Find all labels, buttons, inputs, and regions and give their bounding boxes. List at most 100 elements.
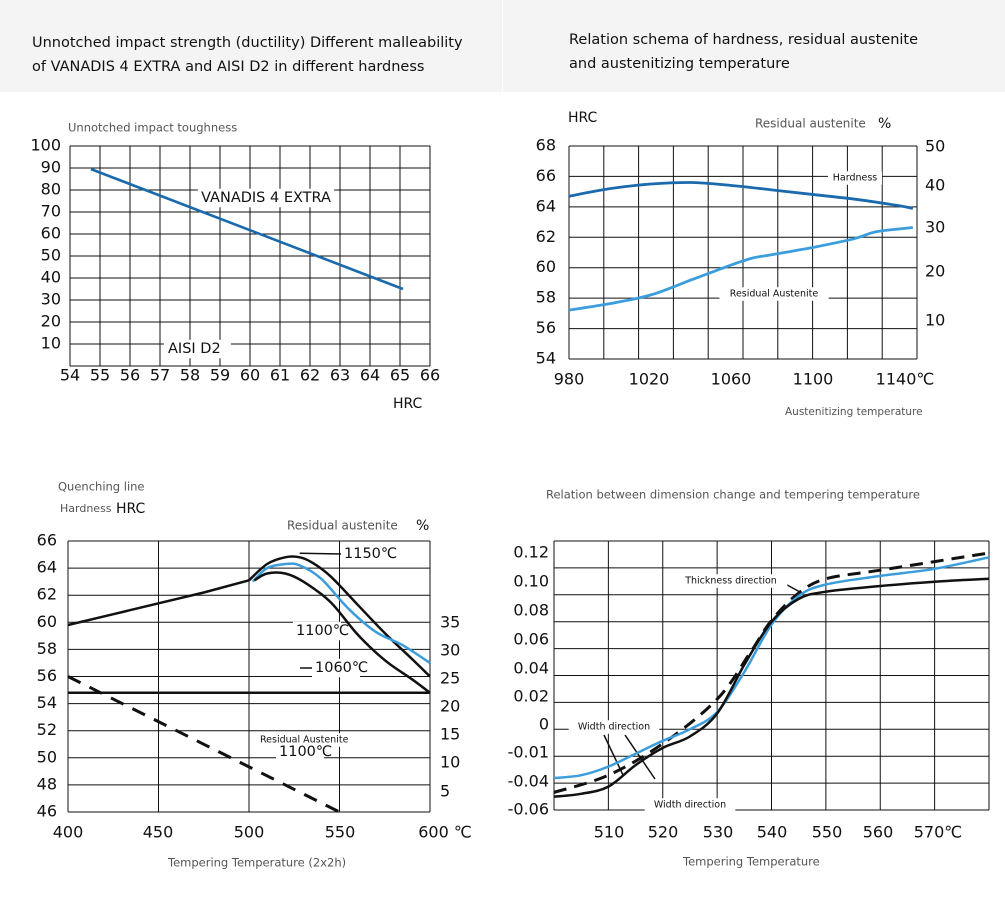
chart1-y-tick-label: 10 (41, 334, 61, 353)
chart3-annotation-residual-austenite: Residual Austenite (260, 735, 349, 746)
chart3-right-tick-label: 15 (440, 725, 460, 744)
chart1-x-tick-label: 63 (330, 366, 350, 385)
chart3-y-tick-label: 52 (37, 720, 57, 739)
chart1-x-tick-label: 62 (300, 366, 320, 385)
chart3-y-tick-label: 66 (37, 531, 57, 550)
chart1-annotation-aisi-d2-bg (164, 339, 231, 359)
header-right-line-2: and austenitizing temperature (569, 56, 790, 72)
chart1-x-tick-label: 55 (90, 366, 110, 385)
chart4-annotation-width-2: Width direction (654, 800, 726, 811)
header-left-line-2: of VANADIS 4 EXTRA and AISI D2 in differ… (32, 59, 425, 75)
chart3-annotation-1060: 1060℃ (315, 660, 368, 676)
chart3-right-tick-label: 25 (440, 669, 460, 688)
chart3-right-tick-label: 5 (440, 782, 450, 801)
chart2-right-tick-label: 50 (925, 137, 945, 156)
chart4-title: Relation between dimension change and te… (546, 488, 920, 502)
chart1-x-tick-label: 64 (360, 366, 380, 385)
chart1-x-tick-label: 58 (180, 366, 200, 385)
chart3-x-axis-label: Tempering Temperature (2x2h) (167, 856, 346, 870)
chart4-x-tick-label: 530 (703, 823, 734, 842)
chart2-y-tick-label: 54 (536, 349, 556, 368)
chart3-series-1150 (248, 555, 431, 678)
chart2-series-residual-austenite (568, 226, 914, 312)
chart3-annotation-1060-bg (312, 658, 361, 678)
chart2-right-tick-label: 10 (925, 311, 945, 330)
chart1-x-tick-label: 59 (210, 366, 230, 385)
chart2-y-tick-label: 66 (536, 166, 556, 185)
chart4-annotation-thickness: Thickness direction (684, 576, 777, 587)
chart3-annotation-1100-bg (293, 621, 342, 641)
chart3-y-tick-label: 54 (37, 693, 57, 712)
chart1-y-axis-label: Unnotched impact toughness (68, 121, 237, 135)
header-right: Relation schema of hardness, residual au… (503, 0, 1005, 92)
chart3-annotation-ra-1100: 1100℃ (279, 744, 332, 760)
chart1-x-tick-label: 61 (270, 366, 290, 385)
chart3-y-tick-label: 48 (37, 774, 57, 793)
chart1-x-tick-label: 57 (150, 366, 170, 385)
chart2-y-tick-label: 56 (536, 318, 556, 337)
chart4-y-tick-label: 0.06 (513, 630, 549, 649)
chart3-annotation-1150: 1150℃ (344, 546, 397, 562)
chart3-right-tick-label: 30 (440, 641, 460, 660)
chart1-y-tick-label: 60 (41, 224, 61, 243)
chart2-right-axis-label: Residual austenite (755, 117, 866, 131)
chart2-x-tick-label: 1020 (629, 370, 670, 389)
chart3-x-tick-label: 600 ℃ (418, 823, 472, 842)
chart4-annotation-thickness-bg (674, 574, 788, 588)
header-left: Unnotched impact strength (ductility) Di… (0, 0, 502, 92)
chart4-x-tick-label: 570℃ (914, 823, 963, 842)
chart4-y-tick-label: 0.04 (513, 659, 549, 678)
chart1-y-tick-label: 20 (41, 312, 61, 331)
chart2-x-tick-label: 1060 (711, 370, 752, 389)
chart3-right-tick-label: 35 (440, 613, 460, 632)
chart1-x-tick-label: 56 (120, 366, 140, 385)
chart2-x-tick-label: 1100 (793, 370, 834, 389)
chart4-x-tick-label: 550 (812, 823, 843, 842)
chart4-annotation-width-2-bg (644, 798, 736, 812)
chart2-series-hardness (568, 181, 914, 210)
header-right-line-1: Relation schema of hardness, residual au… (569, 32, 919, 48)
chart3-annotation-1150-bg (341, 544, 390, 564)
chart3-x-tick-label: 450 (143, 823, 174, 842)
chart4-series-thickness-direction (553, 551, 990, 794)
chart3-y-axis-label-unit: HRC (116, 501, 146, 517)
chart1-y-tick-label: 80 (41, 180, 61, 199)
chart3-y-tick-label: 62 (37, 585, 57, 604)
chart1-y-tick-label: 70 (41, 202, 61, 221)
chart-tempering-quenching: 46 48 50 52 54 56 58 60 62 64 66 5 10 15 20 25 30 35 400 45… (37, 480, 472, 870)
chart1-x-tick-label: 54 (60, 366, 80, 385)
chart4-y-tick-label: 0.10 (513, 572, 549, 591)
chart2-right-tick-label: 30 (925, 218, 945, 237)
chart4-x-tick-label: 540 (757, 823, 788, 842)
chart3-y-tick-label: 50 (37, 747, 57, 766)
chart1-series-vanadis (90, 167, 404, 291)
chart-dimension-change: Relation between dimension change and te… (508, 488, 990, 869)
chart4-y-tick-label: 0.12 (513, 543, 549, 562)
chart4-y-tick-label: -0.01 (508, 743, 549, 762)
chart1-x-tick-label: 66 (420, 366, 440, 385)
chart2-y-tick-label: 68 (536, 136, 556, 155)
chart2-y-tick-label: 58 (536, 288, 556, 307)
chart3-y-tick-label: 56 (37, 666, 57, 685)
chart2-x-axis-label: Austenitizing temperature (785, 406, 923, 418)
chart3-top-label: Quenching line (58, 480, 145, 494)
chart2-right-tick-label: 20 (925, 262, 945, 281)
chart3-right-axis-label: Residual austenite (287, 519, 398, 533)
chart3-leader-1150 (299, 552, 343, 555)
chart1-x-tick-label: 65 (390, 366, 410, 385)
chart-impact-toughness: 54 55 56 57 58 59 60 61 62 63 64 65 66 10 20 30 40 50 60 70… (30, 121, 440, 413)
chart4-x-tick-label: 520 (648, 823, 679, 842)
chart1-y-tick-label: 50 (41, 246, 61, 265)
chart3-series-residual-austenite (67, 675, 341, 814)
chart2-annotation-hardness-bg (827, 171, 883, 185)
chart1-y-tick-label: 40 (41, 268, 61, 287)
chart3-right-tick-label: 10 (440, 753, 460, 772)
chart3-y-axis-label-word: Hardness (60, 502, 112, 515)
chart4-y-tick-label: 0.02 (513, 687, 549, 706)
chart4-series-width-direction-blue (553, 556, 990, 780)
chart3-y-tick-label: 58 (37, 639, 57, 658)
chart1-y-tick-label: 90 (41, 158, 61, 177)
chart2-annotation-residual-austenite: Residual Austenite (730, 289, 819, 300)
chart3-y-tick-label: 60 (37, 612, 57, 631)
